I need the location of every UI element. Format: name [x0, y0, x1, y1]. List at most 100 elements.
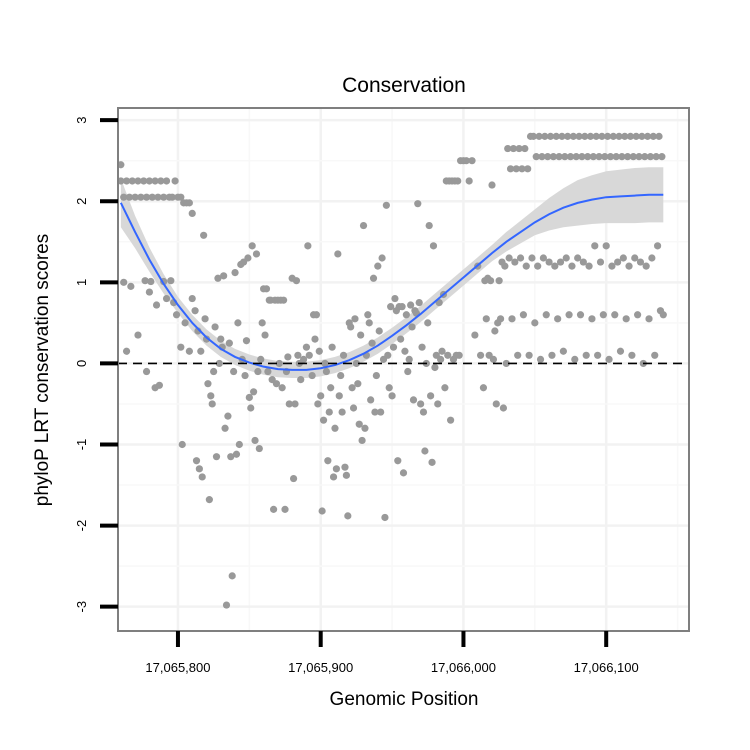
data-point [232, 450, 241, 458]
x-axis-label: Genomic Position [330, 689, 479, 710]
data-point [157, 177, 165, 185]
y-tick-label: -2 [74, 520, 89, 532]
data-point [629, 153, 637, 161]
data-point [251, 436, 259, 445]
data-point [444, 351, 452, 359]
data-point [427, 392, 435, 400]
confidence-band [120, 167, 664, 379]
data-point [649, 132, 657, 140]
data-point [655, 132, 663, 140]
x-tick-label: 17,065,800 [145, 660, 210, 675]
data-point [502, 359, 510, 368]
x-tick-label: 17,066,100 [574, 660, 639, 675]
data-point [549, 153, 557, 161]
data-point [214, 274, 222, 282]
y-tick-label: 1 [74, 279, 89, 286]
data-point [538, 153, 546, 161]
data-point [147, 277, 155, 286]
data-point [535, 132, 543, 140]
data-point [399, 469, 408, 477]
data-point [626, 132, 635, 140]
data-point [227, 453, 235, 461]
data-point [424, 319, 432, 327]
data-point [605, 355, 613, 363]
data-point [142, 367, 151, 376]
data-point [294, 351, 302, 359]
data-point [134, 331, 142, 339]
data-point [178, 440, 186, 449]
data-point [371, 408, 379, 416]
data-point [224, 412, 232, 420]
data-point [564, 132, 572, 140]
data-point [529, 132, 538, 140]
data-point [622, 315, 630, 323]
data-point [275, 359, 283, 368]
data-point [234, 319, 242, 327]
data-point [568, 262, 576, 270]
data-point [572, 153, 580, 161]
data-point [331, 424, 339, 432]
data-point [337, 371, 345, 380]
data-point [272, 380, 281, 388]
data-point [264, 367, 272, 376]
data-point [212, 453, 221, 461]
data-point [162, 177, 171, 185]
data-point [341, 463, 349, 471]
data-point [257, 355, 265, 363]
data-point [539, 254, 547, 262]
data-point [558, 132, 566, 140]
data-point [177, 193, 185, 201]
data-point [641, 153, 649, 161]
data-point [634, 311, 642, 319]
data-point [606, 153, 615, 161]
data-point [210, 367, 218, 376]
data-point [628, 351, 636, 359]
data-point [208, 400, 216, 408]
data-point [160, 193, 168, 201]
data-point [404, 367, 412, 376]
data-point [292, 277, 301, 285]
data-point [342, 471, 350, 479]
data-point [602, 242, 610, 250]
data-point [608, 262, 616, 270]
data-point [117, 161, 125, 169]
data-point [128, 177, 136, 185]
data-point [586, 132, 595, 140]
data-point [195, 465, 203, 473]
data-point [516, 254, 525, 262]
data-point [574, 254, 582, 262]
data-point [512, 165, 520, 173]
data-point [394, 457, 402, 465]
data-point [612, 153, 620, 161]
data-point [225, 339, 233, 347]
data-point [414, 200, 422, 208]
y-axis: 3 2 1 0 -1 -2 -3 [74, 117, 118, 612]
data-point [302, 343, 311, 351]
data-point [397, 335, 405, 343]
data-point [505, 254, 513, 262]
data-point [351, 315, 359, 323]
data-point [591, 242, 599, 250]
data-point [319, 416, 328, 424]
data-point [525, 351, 533, 359]
data-point [455, 351, 463, 359]
data-point [575, 132, 583, 140]
data-point [561, 153, 569, 161]
data-point [327, 384, 335, 392]
data-point [491, 327, 499, 335]
data-point [438, 347, 446, 355]
data-point [191, 307, 199, 315]
data-point [151, 177, 159, 185]
data-point [454, 177, 462, 185]
data-point [228, 572, 236, 580]
data-point [417, 400, 425, 408]
data-point [515, 144, 523, 153]
data-point [429, 242, 438, 250]
data-point [374, 262, 382, 270]
data-point [188, 209, 196, 218]
data-point [202, 335, 211, 343]
data-point [635, 153, 643, 161]
data-point [258, 319, 266, 327]
data-point [425, 221, 433, 230]
data-point [311, 335, 319, 343]
